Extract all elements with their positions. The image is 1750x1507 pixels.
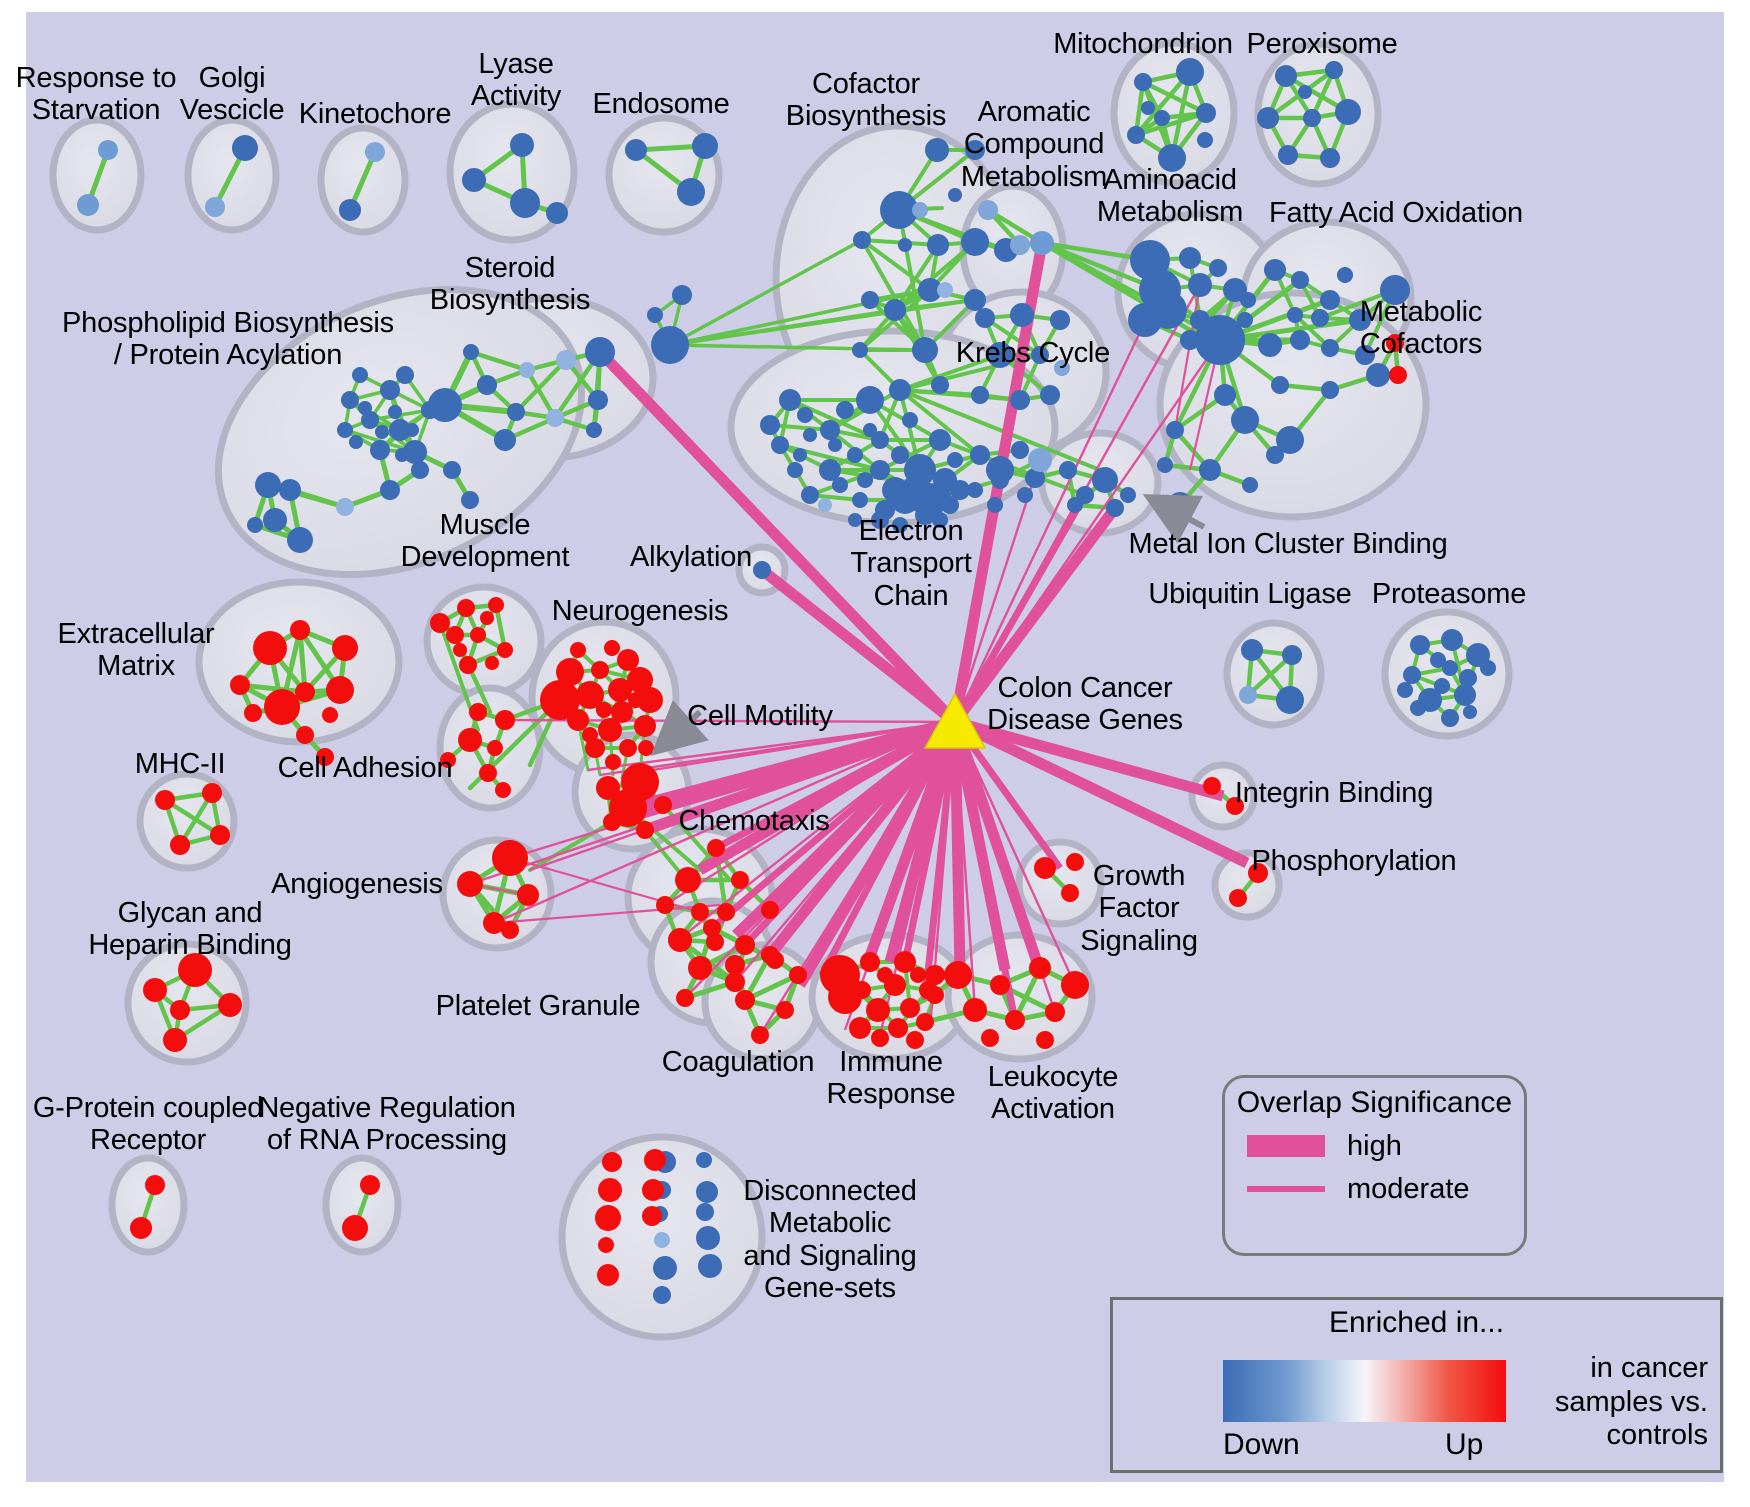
overlap-high-swatch	[1247, 1135, 1325, 1158]
enrichment-side-text: in cancer samples vs. controls	[1554, 1352, 1708, 1452]
label-immune-response: Immune Response	[826, 1046, 956, 1111]
label-fatty-acid-oxidation: Fatty Acid Oxidation	[1269, 197, 1523, 229]
enriched-in-legend: Enriched in... Down Up in cancer samples…	[1110, 1297, 1723, 1473]
label-metal-ion-cluster-binding: Metal Ion Cluster Binding	[1128, 528, 1448, 560]
label-negative-regulation-of-rna-processing: Negative Regulation of RNA Processing	[258, 1092, 516, 1157]
enriched-legend-title: Enriched in...	[1328, 1306, 1505, 1339]
label-phospholipid-biosynthesis: Phospholipid Biosynthesis / Protein Acyl…	[62, 307, 394, 372]
label-proteasome: Proteasome	[1371, 578, 1527, 610]
label-electron-transport-chain: Electron Transport Chain	[850, 515, 972, 612]
label-lyase-activity: Lyase Activity	[470, 48, 562, 113]
label-cofactor-biosynthesis: Cofactor Biosynthesis	[785, 68, 947, 133]
label-cell-motility: Cell Motility	[687, 700, 833, 732]
overlap-high-label: high	[1347, 1129, 1402, 1162]
label-glycan-and-heparin-binding: Glycan and Heparin Binding	[88, 897, 292, 962]
label-peroxisome: Peroxisome	[1246, 28, 1398, 60]
label-metabolic-cofactors: Metabolic Cofactors	[1359, 296, 1483, 361]
label-chemotaxis: Chemotaxis	[678, 805, 830, 837]
overlap-moderate-label: moderate	[1347, 1172, 1470, 1205]
label-phosphorylation: Phosphorylation	[1251, 845, 1457, 877]
overlap-significance-legend: Overlap Significance high moderate	[1222, 1075, 1527, 1256]
label-mitochondrion: Mitochondrion	[1053, 28, 1233, 60]
label-cell-adhesion: Cell Adhesion	[277, 752, 453, 784]
overlap-moderate-swatch	[1247, 1186, 1325, 1193]
label-muscle-development: Muscle Development	[400, 509, 570, 574]
label-steroid-biosynthesis: Steroid Biosynthesis	[429, 252, 591, 317]
label-endosome: Endosome	[592, 88, 730, 120]
label-coagulation: Coagulation	[661, 1046, 815, 1078]
label-response-to-starvation: Response to Starvation	[15, 62, 177, 127]
overlap-legend-high-row: high	[1225, 1130, 1524, 1163]
label-aromatic-compound-metabolism: Aromatic Compound Metabolism	[960, 96, 1108, 193]
enrichment-low-label: Down	[1223, 1428, 1300, 1461]
label-alkylation: Alkylation	[629, 541, 753, 573]
label-growth-factor-signaling: Growth Factor Signaling	[1080, 860, 1198, 957]
label-leukocyte-activation: Leukocyte Activation	[987, 1061, 1119, 1126]
label-neurogenesis: Neurogenesis	[551, 595, 729, 627]
label-krebs-cycle: Krebs Cycle	[955, 337, 1111, 369]
label-aminoacid-metabolism: Aminoacid Metabolism	[1096, 164, 1244, 229]
label-g-protein-coupled-receptor: G-Protein coupled Receptor	[32, 1092, 264, 1157]
overlap-legend-title: Overlap Significance	[1236, 1086, 1513, 1119]
enrichment-high-label: Up	[1445, 1428, 1484, 1461]
label-disconnected-gene-sets: Disconnected Metabolic and Signaling Gen…	[743, 1175, 917, 1305]
enrichment-colorbar	[1223, 1360, 1506, 1422]
overlap-legend-moderate-row: moderate	[1225, 1173, 1524, 1206]
label-ubiquitin-ligase: Ubiquitin Ligase	[1148, 578, 1352, 610]
label-golgi-vescicle: Golgi Vescicle	[179, 62, 285, 127]
label-colon-cancer-disease-genes: Colon Cancer Disease Genes	[987, 672, 1183, 737]
label-kinetochore: Kinetochore	[298, 98, 452, 130]
label-platelet-granule: Platelet Granule	[435, 990, 641, 1022]
label-angiogenesis: Angiogenesis	[271, 868, 443, 900]
label-integrin-binding: Integrin Binding	[1234, 777, 1434, 809]
label-extracellular-matrix: Extracellular Matrix	[57, 618, 215, 683]
label-mhc-ii: MHC-II	[134, 748, 226, 780]
